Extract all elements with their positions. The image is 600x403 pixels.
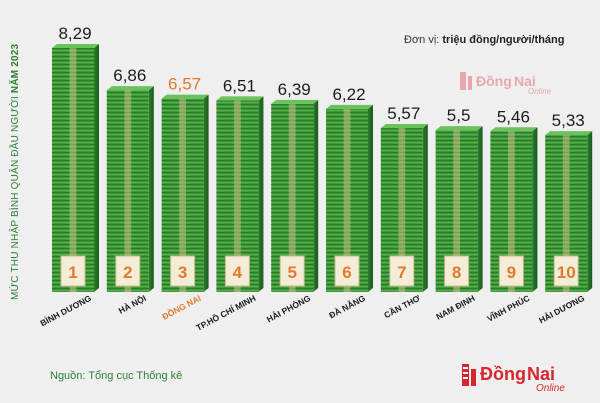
rank-label: 2	[123, 263, 132, 282]
bar-side	[477, 126, 483, 292]
bar-top	[435, 126, 483, 131]
brand-logo: Đồng Nai Online	[462, 364, 565, 394]
value-label: 6,39	[278, 80, 311, 99]
rank-card	[279, 255, 305, 287]
category-label: HÀ NỘI	[116, 292, 147, 316]
value-label: 6,86	[113, 66, 146, 85]
value-label: 6,51	[223, 76, 256, 95]
rank-label: 1	[68, 263, 77, 282]
logo-watermark-name2: Nai	[514, 73, 536, 89]
chart-title: MỨC THU NHẬP BÌNH QUÂN ĐẦU NGƯỜI NĂM 202…	[10, 44, 21, 300]
bar-band	[453, 130, 460, 292]
chart-title-year: NĂM 2023	[10, 43, 21, 94]
unit-note: Đơn vị: triệu đồng/người/tháng	[404, 34, 565, 46]
bar-band	[508, 131, 515, 292]
rank-card	[553, 255, 579, 287]
rank-card	[444, 255, 470, 287]
bar-top	[380, 124, 428, 129]
bar-top	[545, 131, 593, 136]
value-label: 6,22	[332, 85, 365, 104]
bar-top	[326, 104, 373, 109]
bar-top	[271, 99, 319, 104]
category-label: HẢI PHÒNG	[264, 292, 312, 325]
rank-label: 7	[397, 263, 406, 282]
value-label: 5,5	[447, 106, 471, 125]
bar-band	[343, 108, 351, 292]
bar-band	[288, 103, 296, 293]
bar-top	[52, 44, 99, 48]
bar-side	[313, 99, 319, 293]
rank-card	[498, 255, 524, 287]
bar-side	[258, 96, 264, 292]
value-label: 5,33	[552, 111, 585, 130]
bar-side	[587, 131, 593, 292]
bar-top	[490, 127, 538, 132]
bar-4: 4	[216, 96, 264, 292]
rank-label: 10	[557, 263, 576, 282]
rank-label: 5	[287, 263, 296, 282]
bar-9: 9	[490, 127, 538, 293]
chart-title-main: MỨC THU NHẬP BÌNH QUÂN ĐẦU NGƯỜI	[10, 93, 21, 300]
bar-5: 5	[271, 99, 319, 293]
value-label: 6,57	[168, 75, 201, 94]
rank-card	[334, 255, 360, 287]
category-label: ĐÀ NẴNG	[327, 292, 368, 321]
bar-7: 7	[380, 124, 428, 293]
bar-10: 10	[545, 131, 593, 292]
bar-6: 6	[326, 104, 373, 292]
bar-3: 3	[161, 94, 209, 292]
rank-label: 6	[342, 263, 351, 282]
category-label: ĐỒNG NAI	[160, 292, 203, 322]
logo-name1: Đồng	[480, 364, 526, 384]
bar-top	[161, 94, 209, 99]
bar-2: 2	[106, 86, 154, 292]
bar-top	[216, 96, 264, 101]
bar-1: 1	[52, 44, 99, 292]
bar-top	[106, 86, 154, 91]
brand-logo-watermark: Đồng Nai Online	[460, 72, 552, 96]
rank-label: 8	[452, 263, 461, 282]
bar-band	[124, 90, 132, 292]
bar-side	[94, 44, 99, 292]
value-label: 8,29	[58, 24, 91, 43]
unit-label: Đơn vị:	[404, 34, 443, 46]
bar-band	[234, 100, 241, 292]
logo-watermark-name1: Đồng	[476, 73, 512, 89]
category-label: VĨNH PHÚC	[485, 292, 531, 324]
bar-side	[422, 124, 428, 293]
bar-side	[532, 127, 538, 293]
rank-label: 9	[507, 263, 516, 282]
bar-side	[368, 104, 373, 292]
rank-card	[224, 255, 250, 287]
category-label: NAM ĐỊNH	[434, 293, 476, 322]
logo-name2: Nai	[527, 364, 555, 384]
source-note: Nguồn: Tổng cục Thống kê	[50, 370, 183, 382]
bar-band	[398, 128, 406, 292]
logo-watermark-sub: Online	[528, 87, 552, 96]
bar-side	[203, 94, 209, 292]
bar-side	[148, 86, 154, 292]
bar-band	[562, 135, 570, 292]
unit-value: triệu đồng/người/tháng	[442, 34, 565, 46]
category-label: TP.HỒ CHÍ MINH	[194, 292, 257, 333]
value-label: 5,46	[497, 107, 530, 126]
rank-card	[170, 255, 196, 287]
rank-card	[389, 255, 415, 287]
rank-card	[60, 255, 86, 287]
category-label: CẦN THƠ	[382, 293, 422, 321]
rank-label: 3	[178, 263, 187, 282]
category-label: HẢI DƯƠNG	[537, 292, 587, 325]
rank-label: 4	[233, 263, 243, 282]
bar-8: 8	[435, 126, 483, 292]
category-label: BÌNH DƯƠNG	[38, 293, 93, 328]
bar-band	[69, 48, 77, 292]
value-label: 5,57	[387, 104, 420, 123]
bar-band	[179, 98, 186, 292]
rank-card	[115, 255, 141, 287]
logo-sub: Online	[536, 383, 565, 394]
